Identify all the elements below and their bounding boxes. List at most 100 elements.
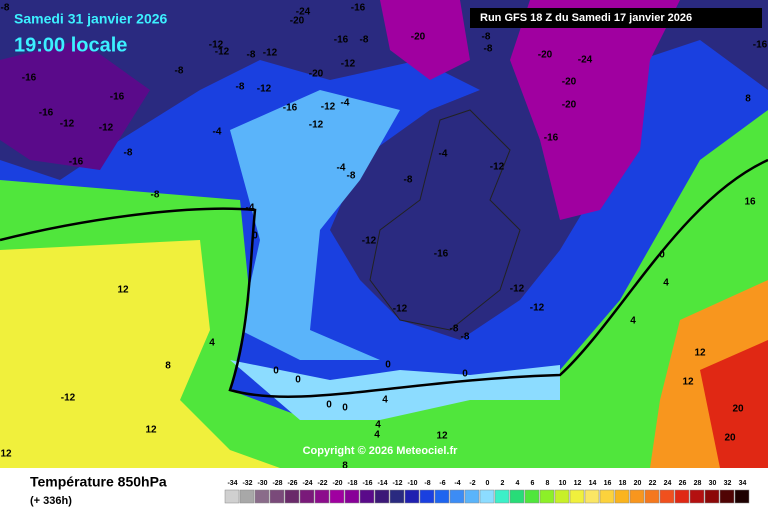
temperature-label: -4	[246, 203, 255, 214]
map-labels: -8 -16-24-20-12-12 -8 -12-16 -8 -20 -8-8-20 -24…	[0, 3, 767, 472]
temperature-label: 0	[659, 250, 665, 261]
temperature-label: -24	[578, 55, 593, 66]
scale-label: 2	[501, 480, 505, 487]
scale-swatch	[284, 489, 300, 504]
scale-label: -12	[392, 480, 402, 487]
scale-label: -14	[377, 480, 387, 487]
scale-swatch	[704, 489, 720, 504]
scale-swatch	[509, 489, 525, 504]
scale-label: -24	[302, 480, 312, 487]
temperature-label: -16	[351, 3, 366, 14]
scale-swatch	[659, 489, 675, 504]
temperature-label: 0	[385, 360, 391, 371]
temperature-label: -8	[347, 171, 356, 182]
scale-label: 22	[649, 480, 657, 487]
scale-label: -28	[272, 480, 282, 487]
temperature-label: -16	[334, 35, 349, 46]
temperature-label: -12	[341, 59, 356, 70]
forecast-time: 19:00 locale	[14, 34, 127, 56]
temperature-label: 12	[117, 285, 129, 296]
temperature-label: 0	[252, 231, 258, 242]
scale-swatch	[479, 489, 495, 504]
footer-lead: (+ 336h)	[30, 495, 72, 507]
temperature-label: 0	[462, 369, 468, 380]
scale-label: 0	[486, 480, 490, 487]
scale-swatch	[269, 489, 285, 504]
temperature-label: -8	[1, 3, 10, 14]
coastline	[369, 109, 521, 331]
scale-swatch	[419, 489, 435, 504]
temperature-label: 20	[724, 433, 736, 444]
temperature-label: -16	[544, 133, 559, 144]
scale-label: 20	[634, 480, 642, 487]
temperature-label: -16	[69, 157, 84, 168]
temperature-label: -12	[263, 48, 278, 59]
scale-swatch	[719, 489, 735, 504]
temperature-label: 4	[630, 316, 636, 327]
green-region	[0, 110, 768, 468]
temperature-label: 0	[326, 400, 332, 411]
temperature-label: -12	[393, 304, 408, 315]
scale-label: 12	[574, 480, 582, 487]
scale-swatch	[599, 489, 615, 504]
scale-label: -32	[242, 480, 252, 487]
scale-swatch	[644, 489, 660, 504]
scale-label: 28	[694, 480, 702, 487]
scale-swatch	[554, 489, 570, 504]
scale-label: 8	[546, 480, 550, 487]
scale-swatch	[539, 489, 555, 504]
temperature-label: -8	[124, 148, 133, 159]
temperature-label: 0	[273, 366, 279, 377]
temperature-label: -16	[110, 92, 125, 103]
very-hot-region	[700, 340, 768, 468]
temperature-label: 12	[145, 425, 157, 436]
temperature-label: -12	[61, 393, 76, 404]
scale-label: -34	[227, 480, 237, 487]
scale-swatch	[449, 489, 465, 504]
temperature-label: -8	[175, 66, 184, 77]
scale-swatch	[524, 489, 540, 504]
scale-label: -8	[424, 480, 430, 487]
temperature-label: 12	[694, 348, 706, 359]
temperature-label: -8	[482, 32, 491, 43]
temperature-label: -4	[341, 98, 350, 109]
temperature-label: -12	[362, 236, 377, 247]
scale-swatch	[464, 489, 480, 504]
temperature-label: -20	[562, 77, 577, 88]
temperature-label: -12	[530, 303, 545, 314]
zero-isotherm	[0, 158, 768, 399]
scale-swatch	[239, 489, 255, 504]
temperature-label: 0	[342, 403, 348, 414]
temperature-label: -8	[360, 35, 369, 46]
scale-swatch	[584, 489, 600, 504]
temperature-label: -20	[309, 69, 324, 80]
scale-label: -4	[454, 480, 460, 487]
temperature-label: -12	[257, 84, 272, 95]
temperature-label: -12	[99, 123, 114, 134]
temperature-label: 4	[663, 278, 669, 289]
scale-label: -30	[257, 480, 267, 487]
temperature-label: -8	[404, 175, 413, 186]
scale-swatch	[734, 489, 750, 504]
scale-label: -20	[332, 480, 342, 487]
scale-swatch	[434, 489, 450, 504]
scale-label: 30	[709, 480, 717, 487]
scale-label: -16	[362, 480, 372, 487]
temperature-label: 4	[382, 395, 388, 406]
temperature-label: 12	[0, 449, 12, 460]
scale-swatch	[494, 489, 510, 504]
temperature-label: -8	[247, 50, 256, 61]
scale-label: -18	[347, 480, 357, 487]
temperature-label: -16	[283, 103, 298, 114]
temperature-label: -12	[510, 284, 525, 295]
scale-swatch	[224, 489, 240, 504]
temperature-label: -20	[290, 16, 305, 27]
very-cold-region	[380, 0, 680, 220]
temperature-label: 12	[436, 431, 448, 442]
temperature-label: -12	[309, 120, 324, 131]
temperature-label: -16	[753, 40, 768, 51]
temperature-label: -8	[450, 324, 459, 335]
temperature-label: 20	[732, 404, 744, 415]
temperature-label: -12	[209, 40, 224, 51]
